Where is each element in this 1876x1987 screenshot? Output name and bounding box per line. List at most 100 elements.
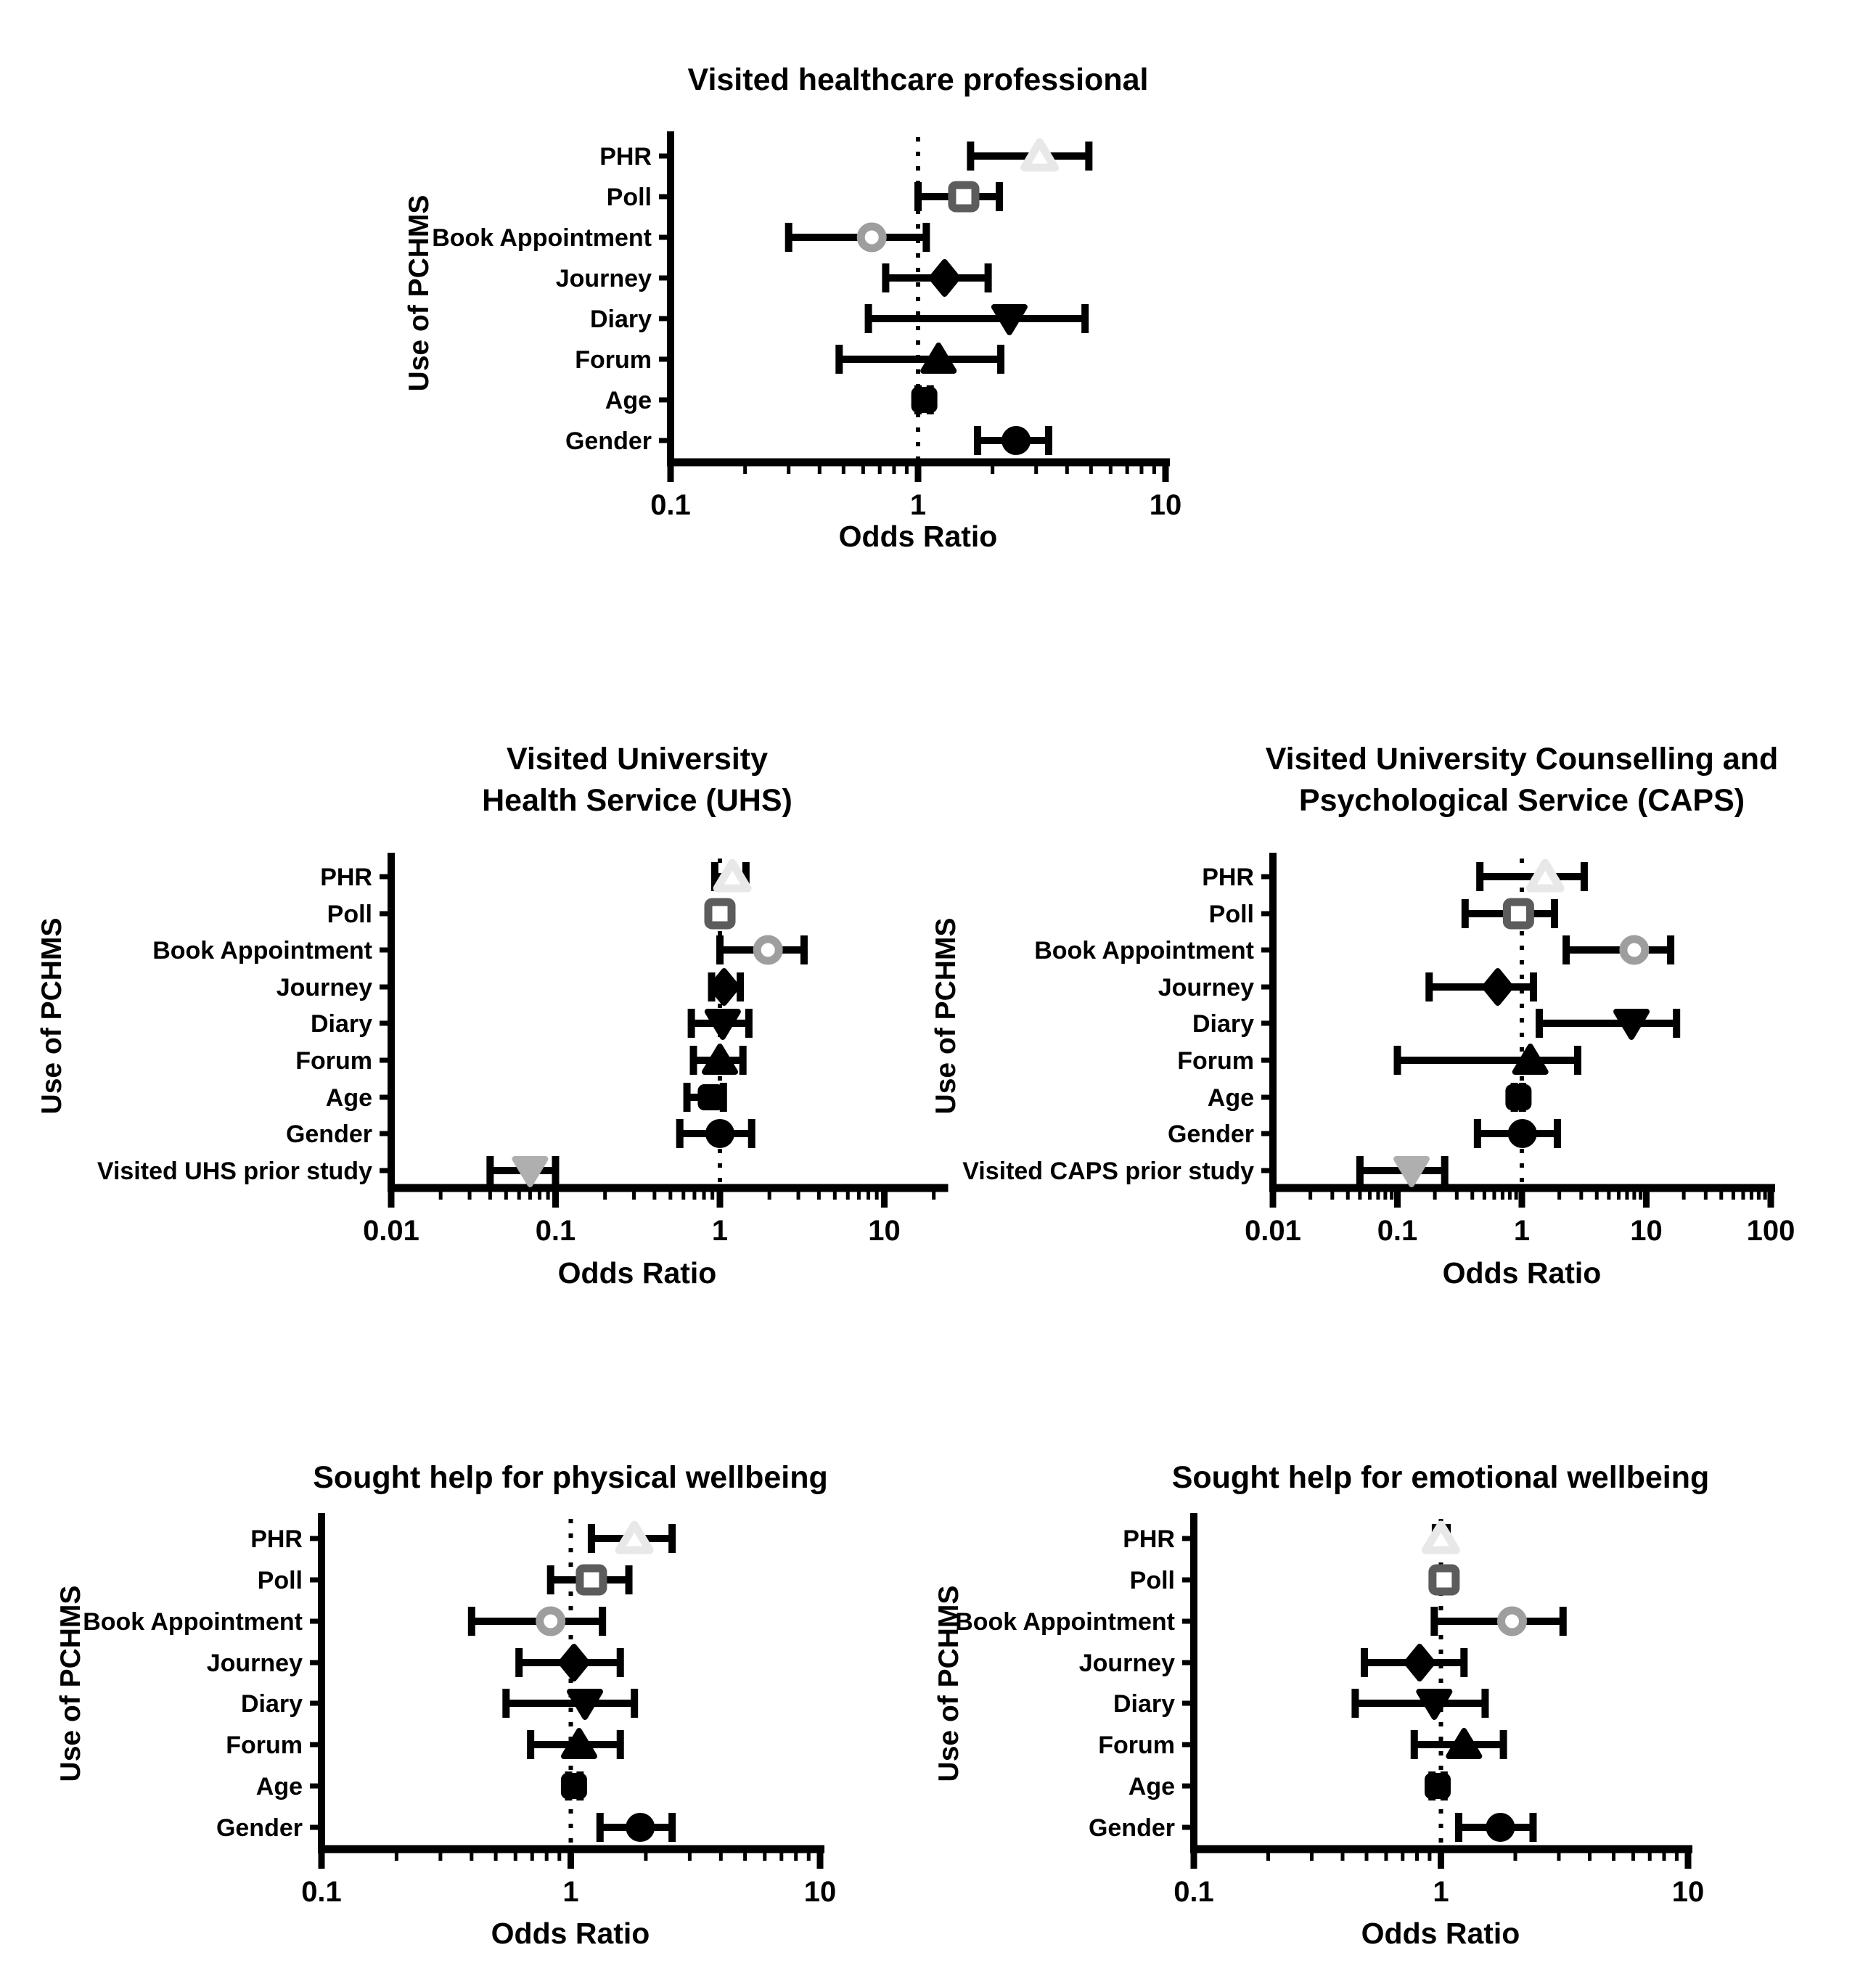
plot3-tick-label-10: 10 (1630, 1215, 1663, 1247)
plot1-row-phr-label: PHR (599, 143, 652, 171)
plot1-row-phr-marker-triangle-up (1020, 138, 1060, 172)
plot5-row-book-appointment-label: Book Appointment (955, 1608, 1175, 1636)
plot4-row-forum-marker-triangle-up (560, 1728, 597, 1759)
plot4-tick-label-0.1: 0.1 (301, 1876, 342, 1908)
plot5-row-age-label: Age (1129, 1773, 1175, 1800)
plot4-row-phr-label: PHR (250, 1525, 303, 1553)
plot1-row-poll-marker-square (948, 181, 980, 213)
plot3-row-book-appointment-marker-circle (1619, 935, 1650, 965)
plot3-row-poll-marker-square (1502, 898, 1534, 930)
plot3-row-book-appointment-label: Book Appointment (1034, 937, 1254, 964)
plot2-row-phr-marker-triangle-up (713, 859, 752, 893)
plot3-row-journey-marker-diamond (1481, 968, 1514, 1006)
plot4-row-forum-label: Forum (226, 1732, 303, 1759)
plot2-row-book-appointment-label: Book Appointment (152, 937, 372, 964)
plot5-tick-label-1: 1 (1433, 1876, 1449, 1908)
plot4-row-journey-label: Journey (207, 1650, 303, 1677)
plot2: 0.01 0.1 1 10 PHR Poll Book Appointment Journey… (97, 853, 949, 1247)
plot2-row-age-marker-square (697, 1084, 724, 1110)
plot5-row-poll-label: Poll (1130, 1567, 1175, 1594)
plot1-row-diary-label: Diary (590, 306, 652, 333)
plot2-title-line1: Visited University (506, 742, 769, 777)
plot5-row-phr-marker-triangle-up (1422, 1520, 1460, 1554)
plot3-title: Visited University Counselling and Psych… (1159, 739, 1876, 822)
plot3-row-phr-label: PHR (1202, 864, 1254, 891)
plot4: 0.1 1 10 PHR Poll Book Appointment Journey Diar… (83, 1513, 836, 1908)
plot1-tick-label-0.1: 0.1 (650, 489, 691, 521)
plot3-row-gender-marker-circle (1507, 1119, 1537, 1148)
plot3-row-poll-label: Poll (1209, 901, 1254, 928)
plot1: 0.1 1 10 PHR Poll Book Appointment Journey Diar… (432, 131, 1181, 521)
plot5-title: Sought help for emotional wellbeing (1171, 1460, 1710, 1495)
plot5-row-gender-label: Gender (1089, 1814, 1175, 1842)
plot5-row-age-marker-square (1424, 1773, 1451, 1799)
plot2-row-diary-marker-triangle-down (704, 1009, 741, 1040)
plot3-row-visited-caps-prior-study-marker-triangle-down (1393, 1156, 1430, 1187)
plot1-xaxis-label: Odds Ratio (838, 520, 998, 553)
plot5-row-forum-marker-triangle-up (1446, 1728, 1483, 1759)
plot5-row-journey-label: Journey (1079, 1650, 1175, 1677)
plot2-row-poll-marker-square (704, 898, 736, 930)
plot3-title-line2: Psychological Service (CAPS) (1298, 783, 1745, 818)
plot2-row-gender-marker-circle (705, 1119, 734, 1148)
plot2-row-forum-marker-triangle-up (702, 1044, 738, 1075)
plot2-row-poll-label: Poll (327, 901, 372, 928)
plot2-row-visited-uhs-prior-study-label: Visited UHS prior study (97, 1158, 372, 1185)
plot5-row-poll-marker-square (1428, 1564, 1460, 1596)
plot3-row-age-label: Age (1208, 1084, 1254, 1112)
plot2-tick-label-0.1: 0.1 (536, 1215, 576, 1247)
plot4-tick-label-10: 10 (804, 1876, 837, 1908)
plot1-title: Visited healthcare professional (687, 62, 1149, 97)
plot3-tick-label-100: 100 (1747, 1215, 1795, 1247)
plot3-title-line1: Visited University Counselling and (1265, 742, 1779, 777)
plot1-row-journey-label: Journey (556, 265, 652, 292)
plot2-yaxis-label: Use of PCHMS (36, 917, 67, 1115)
plot1-row-diary-marker-triangle-down (991, 304, 1028, 335)
plot3-row-visited-caps-prior-study-label: Visited CAPS prior study (962, 1158, 1254, 1185)
plot1-row-forum-label: Forum (575, 346, 652, 374)
plot5-row-diary-marker-triangle-down (1416, 1689, 1453, 1720)
plot4-yaxis-label: Use of PCHMS (55, 1585, 86, 1782)
plot1-row-poll-label: Poll (607, 184, 652, 211)
plot1-tick-label-10: 10 (1150, 489, 1182, 521)
plot5-yaxis-label: Use of PCHMS (933, 1585, 964, 1782)
plot5-tick-label-0.1: 0.1 (1173, 1876, 1214, 1908)
plot2-row-phr-label: PHR (320, 864, 372, 891)
plot4-row-book-appointment-label: Book Appointment (83, 1608, 303, 1636)
plot2-row-journey-marker-diamond (708, 968, 740, 1006)
plot3-tick-label-0.1: 0.1 (1377, 1215, 1418, 1247)
plot1-row-age-label: Age (605, 387, 652, 414)
plot3-row-forum-marker-triangle-up (1512, 1044, 1549, 1075)
plot2-row-journey-label: Journey (277, 974, 372, 1001)
plot5-row-gender-marker-circle (1486, 1813, 1515, 1842)
plot3-row-phr-marker-triangle-up (1525, 859, 1565, 893)
plot5: 0.1 1 10 PHR Poll Book Appointment Journey Diar… (955, 1513, 1704, 1908)
plot4-row-diary-marker-triangle-down (567, 1689, 604, 1720)
plot3-row-diary-marker-triangle-down (1613, 1009, 1650, 1040)
plot3-row-age-marker-square (1505, 1084, 1532, 1110)
plot2-title: Visited University Health Service (UHS) (274, 739, 1000, 822)
plot2-row-visited-uhs-prior-study-marker-triangle-down (512, 1156, 549, 1187)
plot2-row-age-label: Age (326, 1084, 372, 1112)
plot1-row-gender-label: Gender (565, 427, 652, 455)
plot1-row-book-appointment-label: Book Appointment (432, 224, 652, 252)
plot3-tick-label-1: 1 (1514, 1215, 1530, 1247)
plot3-row-diary-label: Diary (1192, 1010, 1254, 1038)
plot4-row-age-marker-square (560, 1773, 587, 1799)
plot4-row-gender-label: Gender (216, 1814, 303, 1842)
plot1-yaxis-label: Use of PCHMS (404, 194, 435, 392)
plot4-row-poll-label: Poll (258, 1567, 303, 1594)
plot3-row-forum-label: Forum (1177, 1047, 1254, 1075)
plot2-row-forum-label: Forum (295, 1047, 372, 1075)
plot5-xaxis-label: Odds Ratio (1361, 1917, 1520, 1950)
plot4-row-book-appointment-marker-circle (536, 1606, 566, 1636)
plot5-row-phr-label: PHR (1123, 1525, 1175, 1553)
plot2-row-diary-label: Diary (311, 1010, 372, 1038)
plot2-title-line2: Health Service (UHS) (482, 783, 792, 818)
plot4-row-age-label: Age (256, 1773, 303, 1800)
plot3-row-gender-label: Gender (1168, 1120, 1254, 1148)
plot4-tick-label-1: 1 (562, 1876, 578, 1908)
plot4-row-gender-marker-circle (626, 1813, 655, 1842)
